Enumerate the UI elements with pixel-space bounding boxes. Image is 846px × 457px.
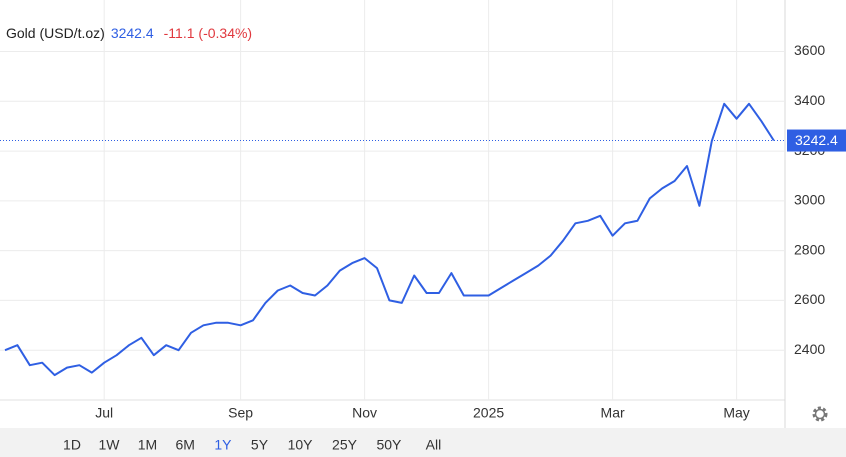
range-button[interactable]: All bbox=[426, 437, 442, 453]
price-change: -11.1 (-0.34%) bbox=[164, 25, 252, 41]
range-button[interactable]: 1D bbox=[63, 437, 81, 453]
range-button[interactable]: 6M bbox=[175, 437, 194, 453]
range-button[interactable]: 1W bbox=[98, 437, 120, 453]
range-button[interactable]: 5Y bbox=[251, 437, 269, 453]
x-tick-label: Mar bbox=[601, 405, 625, 421]
y-tick-label: 2400 bbox=[794, 341, 825, 357]
y-tick-label: 3600 bbox=[794, 42, 825, 58]
range-button[interactable]: 25Y bbox=[332, 437, 358, 453]
x-tick-label: 2025 bbox=[473, 405, 504, 421]
y-tick-label: 3400 bbox=[794, 92, 825, 108]
price-tag bbox=[787, 129, 846, 152]
range-button[interactable]: 1Y bbox=[214, 437, 232, 453]
y-tick-label: 2800 bbox=[794, 241, 825, 257]
price-tag-label: 3242.4 bbox=[795, 132, 838, 148]
marks bbox=[0, 102, 785, 377]
settings-icon[interactable] bbox=[812, 406, 828, 422]
gear-ring bbox=[814, 408, 826, 420]
grid bbox=[0, 0, 785, 400]
range-bar bbox=[0, 428, 846, 457]
x-tick-label: Nov bbox=[352, 405, 377, 421]
range-button[interactable]: 10Y bbox=[288, 437, 314, 453]
last-price: 3242.4 bbox=[111, 25, 154, 41]
range-button[interactable]: 50Y bbox=[376, 437, 402, 453]
x-tick-label: May bbox=[723, 405, 749, 421]
chart-title: Gold (USD/t.oz) bbox=[6, 25, 105, 41]
header: Gold (USD/t.oz) 3242.4 -11.1 (-0.34%) bbox=[6, 25, 252, 41]
x-tick-label: Sep bbox=[228, 405, 253, 421]
gear-teeth bbox=[812, 406, 828, 422]
y-tick-label: 2600 bbox=[794, 291, 825, 307]
x-tick-label: Jul bbox=[95, 405, 113, 421]
price-line bbox=[4, 102, 775, 377]
range-button[interactable]: 1M bbox=[138, 437, 157, 453]
y-tick-label: 3000 bbox=[794, 192, 825, 208]
